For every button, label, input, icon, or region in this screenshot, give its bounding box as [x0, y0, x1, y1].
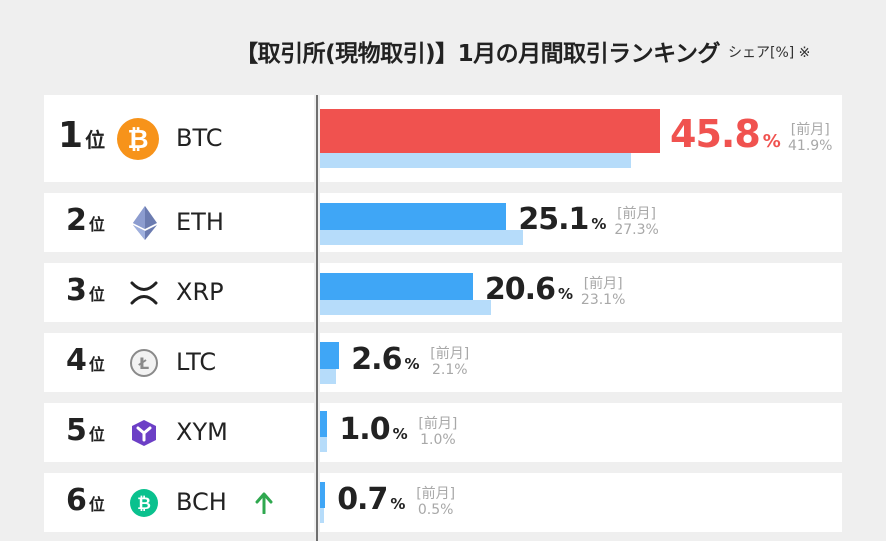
symbol-icon	[130, 419, 158, 451]
value-label-xym: 1.0%	[339, 412, 407, 447]
rank-suffix: 位	[88, 354, 105, 374]
ticker-btc: BTC	[176, 123, 223, 152]
bar-previous-btc	[320, 153, 632, 168]
ticker-xrp: XRP	[176, 277, 224, 306]
value-pct-sign: %	[557, 284, 573, 303]
row-bar-bg	[320, 473, 842, 532]
rank-number: 1	[58, 114, 84, 156]
svg-text:₿: ₿	[137, 494, 151, 514]
ticker-xym: XYM	[176, 417, 228, 446]
value-label-btc: 45.8%	[670, 112, 781, 156]
prev-month-tag: [前月]	[617, 205, 657, 222]
value-pct-sign: %	[392, 424, 408, 443]
value-number: 25.1	[518, 201, 589, 237]
row-label-bg	[44, 263, 314, 322]
prev-month-label-btc: [前月] 41.9%	[788, 122, 832, 154]
prev-month-tag: [前月]	[430, 345, 470, 362]
prev-month-label-xrp: [前月] 23.1%	[581, 276, 625, 308]
bar-current-eth	[320, 203, 507, 230]
value-label-eth: 25.1%	[518, 202, 606, 237]
rank-number: 6	[66, 482, 87, 518]
prev-month-value: 1.0%	[420, 431, 456, 448]
chart-title: 【取引所(現物取引)】1月の月間取引ランキング	[235, 41, 720, 67]
rank-suffix: 位	[88, 424, 105, 444]
bar-previous-bch	[320, 508, 324, 523]
rank-number: 2	[66, 202, 87, 238]
prev-month-tag: [前月]	[583, 275, 623, 292]
rank-number: 4	[66, 342, 87, 378]
prev-month-label-ltc: [前月] 2.1%	[430, 346, 469, 378]
ticker-bch: BCH	[176, 487, 227, 516]
row-label-bg	[44, 193, 314, 252]
row-bar-bg	[320, 333, 842, 392]
prev-month-tag: [前月]	[790, 121, 830, 138]
unit-note: シェア[%] ※	[728, 45, 811, 61]
ethereum-icon	[133, 205, 157, 244]
value-label-ltc: 2.6%	[351, 342, 419, 377]
ticker-ltc: LTC	[176, 347, 217, 376]
bar-previous-xrp	[320, 300, 492, 315]
value-number: 45.8	[670, 111, 761, 156]
axis-divider	[316, 95, 318, 541]
bar-current-bch	[320, 482, 326, 508]
prev-month-value: 27.3%	[614, 221, 659, 238]
trend-up-arrow-icon	[255, 492, 273, 518]
svg-text:Ł: Ł	[138, 354, 149, 373]
litecoin-icon: Ł	[129, 348, 159, 382]
row-label-bg	[44, 403, 314, 462]
row-label-bg	[44, 95, 314, 182]
bitcoin-icon: ₿	[116, 117, 160, 165]
ticker-eth: ETH	[176, 207, 224, 236]
value-number: 2.6	[351, 341, 402, 377]
prev-month-tag: [前月]	[418, 415, 458, 432]
prev-month-value: 0.5%	[417, 501, 454, 518]
row-label-bg	[44, 473, 314, 532]
rank-number: 3	[66, 272, 87, 308]
bar-previous-eth	[320, 230, 523, 245]
value-pct-sign: %	[390, 494, 406, 513]
svg-text:₿: ₿	[127, 125, 148, 155]
bar-current-xrp	[320, 273, 473, 300]
prev-month-label-eth: [前月] 27.3%	[614, 206, 658, 238]
value-number: 20.6	[484, 271, 556, 307]
bar-current-btc	[320, 109, 660, 153]
prev-month-value: 2.1%	[431, 361, 468, 378]
value-number: 1.0	[339, 411, 390, 447]
value-label-xrp: 20.6%	[485, 272, 573, 307]
rank-suffix: 位	[85, 127, 106, 152]
value-number: 0.7	[337, 481, 388, 517]
row-label-bg	[44, 333, 314, 392]
value-pct-sign: %	[762, 130, 781, 152]
rank-suffix: 位	[88, 214, 105, 234]
bar-previous-ltc	[320, 369, 336, 384]
prev-month-value: 23.1%	[580, 291, 626, 308]
prev-month-label-xym: [前月] 1.0%	[418, 416, 457, 448]
bar-current-xym	[320, 411, 328, 437]
bar-current-ltc	[320, 342, 340, 369]
xrp-icon	[130, 281, 158, 309]
value-pct-sign: %	[404, 354, 420, 373]
row-bar-bg	[320, 403, 842, 462]
value-label-bch: 0.7%	[337, 482, 405, 517]
prev-month-label-bch: [前月] 0.5%	[416, 486, 455, 518]
prev-month-value: 41.9%	[788, 137, 833, 154]
bitcoin-cash-icon: ₿	[129, 488, 159, 522]
value-pct-sign: %	[591, 214, 607, 233]
rank-suffix: 位	[88, 494, 105, 514]
prev-month-tag: [前月]	[416, 485, 456, 502]
bar-previous-xym	[320, 437, 328, 452]
rank-number: 5	[66, 412, 87, 448]
rank-suffix: 位	[88, 284, 105, 304]
